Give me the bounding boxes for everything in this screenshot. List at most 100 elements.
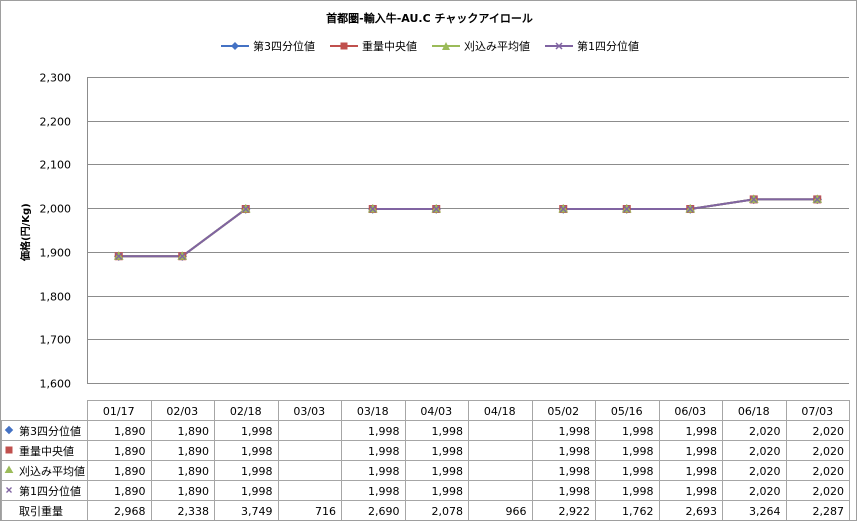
table-cell: 1,890 [114, 425, 146, 438]
chart-title: 首都圏-輸入牛-AU.C チャックアイロール [326, 12, 533, 25]
legend-square-icon [330, 42, 358, 50]
legend-label: 重量中央値 [362, 40, 417, 53]
x-tick-label: 06/03 [674, 405, 706, 418]
x-tick-label: 06/18 [738, 405, 770, 418]
y-tick-label: 1,700 [40, 334, 72, 347]
table-cell: 1,998 [432, 425, 464, 438]
data-point [178, 252, 186, 260]
table-cell: 1,998 [368, 425, 400, 438]
x-tick-label: 05/16 [611, 405, 643, 418]
table-cell: 1,998 [368, 485, 400, 498]
table-cell: 2,020 [813, 485, 845, 498]
table-cell: 1,998 [241, 485, 273, 498]
data-point [750, 195, 758, 203]
table-cell: 1,890 [114, 445, 146, 458]
table-cell: 1,890 [178, 485, 210, 498]
legend-item: 第3四分位値 [220, 38, 315, 54]
y-tick-label: 2,300 [40, 72, 72, 85]
table-cell: 1,998 [241, 465, 273, 478]
table-cell: 1,998 [622, 425, 654, 438]
data-point [559, 205, 567, 213]
table-cell: 1,890 [178, 465, 210, 478]
legend-item: 刈込み平均値 [431, 38, 530, 54]
table-cell: 2,020 [749, 445, 781, 458]
table-row-label: 第1四分位値 [19, 484, 81, 498]
table-cell: 1,998 [686, 445, 718, 458]
table-cell: 716 [315, 505, 336, 518]
table-cell: 1,998 [559, 485, 591, 498]
table-cell: 1,998 [686, 465, 718, 478]
table-row-label: 刈込み平均値 [19, 465, 85, 478]
series-line [118, 208, 247, 258]
table-row-label: 第3四分位値 [19, 424, 81, 438]
table-cell: 2,078 [432, 505, 464, 518]
table-cell: 1,762 [622, 505, 654, 518]
table-cell: 2,338 [178, 505, 210, 518]
table-cell: 2,922 [559, 505, 591, 518]
table-cell: 1,998 [559, 465, 591, 478]
legend-diamond-icon [221, 42, 249, 50]
table-cell: 1,998 [432, 465, 464, 478]
table-cell: 1,890 [178, 445, 210, 458]
data-point [623, 205, 631, 213]
table-cell: 1,998 [686, 425, 718, 438]
table-cell: 2,020 [813, 445, 845, 458]
table-cell: 1,998 [559, 425, 591, 438]
x-tick-label: 07/03 [801, 405, 833, 418]
data-point [813, 195, 821, 203]
data-point [432, 205, 440, 213]
legend-item: 重量中央値 [329, 38, 417, 54]
table-cell: 1,890 [114, 485, 146, 498]
data-point [686, 205, 694, 213]
legend: 第3四分位値 重量中央値 刈込み平均値 第1四分位値 [1, 38, 856, 54]
table-cell: 1,998 [622, 465, 654, 478]
table-cell: 2,287 [813, 505, 845, 518]
y-tick-label: 2,100 [40, 159, 72, 172]
table-cell: 3,749 [241, 505, 273, 518]
y-tick-label: 1,900 [40, 247, 72, 260]
data-point [242, 205, 250, 213]
series-line [118, 208, 247, 258]
table-legend-square-icon [5, 446, 13, 454]
table-cell: 966 [506, 505, 527, 518]
y-tick-label: 1,600 [40, 378, 72, 391]
table-cell: 1,998 [622, 485, 654, 498]
data-point [115, 252, 123, 260]
table-cell: 2,020 [813, 425, 845, 438]
table-cell: 3,264 [749, 505, 781, 518]
legend-item: 第1四分位値 [544, 38, 639, 54]
data-point [369, 205, 377, 213]
x-tick-label: 02/03 [166, 405, 198, 418]
series-line [118, 208, 247, 258]
legend-label: 第3四分位値 [253, 40, 315, 53]
table-legend-diamond-icon [4, 425, 14, 435]
table-legend-x-icon [6, 487, 12, 493]
table-cell: 1,998 [241, 445, 273, 458]
table-cell: 2,968 [114, 505, 146, 518]
x-tick-label: 05/02 [547, 405, 579, 418]
x-tick-label: 02/18 [230, 405, 262, 418]
table-cell: 2,020 [813, 465, 845, 478]
x-tick-label: 04/03 [420, 405, 452, 418]
table-cell: 1,998 [686, 485, 718, 498]
table-row-label: 取引重量 [19, 504, 63, 518]
table-cell: 1,998 [241, 425, 273, 438]
legend-x-icon [545, 42, 573, 50]
table-cell: 1,998 [368, 465, 400, 478]
table-cell: 2,693 [686, 505, 718, 518]
table-row-label: 重量中央値 [19, 444, 74, 458]
table-cell: 1,998 [432, 445, 464, 458]
x-tick-label: 01/17 [103, 405, 135, 418]
table-cell: 2,690 [368, 505, 400, 518]
table-legend-triangle-icon [4, 465, 14, 473]
y-tick-label: 1,800 [40, 291, 72, 304]
table-cell: 2,020 [749, 425, 781, 438]
legend-triangle-icon [432, 42, 460, 50]
x-tick-label: 03/18 [357, 405, 389, 418]
table-cell: 1,998 [559, 445, 591, 458]
table-cell: 1,998 [368, 445, 400, 458]
table-cell: 1,998 [622, 445, 654, 458]
table-cell: 1,890 [178, 425, 210, 438]
